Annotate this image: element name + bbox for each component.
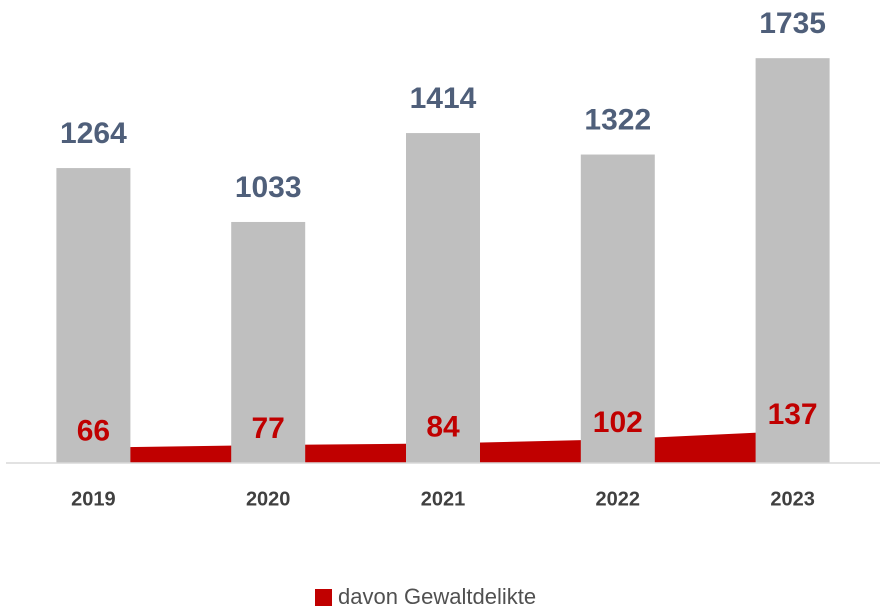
bar — [580, 154, 655, 464]
area-value-label: 77 — [252, 412, 285, 445]
bar — [406, 133, 480, 464]
bar-value-label: 1414 — [410, 82, 477, 115]
bar-value-label: 1322 — [584, 103, 651, 136]
bar — [231, 221, 306, 463]
bar-value-label: 1264 — [60, 117, 127, 150]
legend: davon Gewaltdelikte — [315, 584, 536, 609]
x-tick-label: 2023 — [770, 488, 815, 510]
bar-value-label: 1735 — [759, 7, 826, 40]
bar — [56, 168, 131, 464]
x-tick-label: 2021 — [421, 488, 466, 510]
area-value-label: 102 — [593, 406, 643, 439]
x-tick-label: 2019 — [71, 488, 116, 510]
area-value-label: 137 — [768, 398, 818, 431]
x-tick-label: 2022 — [596, 488, 641, 510]
legend-label: davon Gewaltdelikte — [338, 584, 536, 609]
area-value-label: 84 — [426, 410, 460, 443]
x-tick-label: 2020 — [246, 488, 291, 510]
bar — [755, 58, 830, 464]
bar-value-label: 1033 — [235, 171, 302, 204]
legend-swatch — [315, 589, 332, 606]
area-value-label: 66 — [77, 415, 110, 448]
